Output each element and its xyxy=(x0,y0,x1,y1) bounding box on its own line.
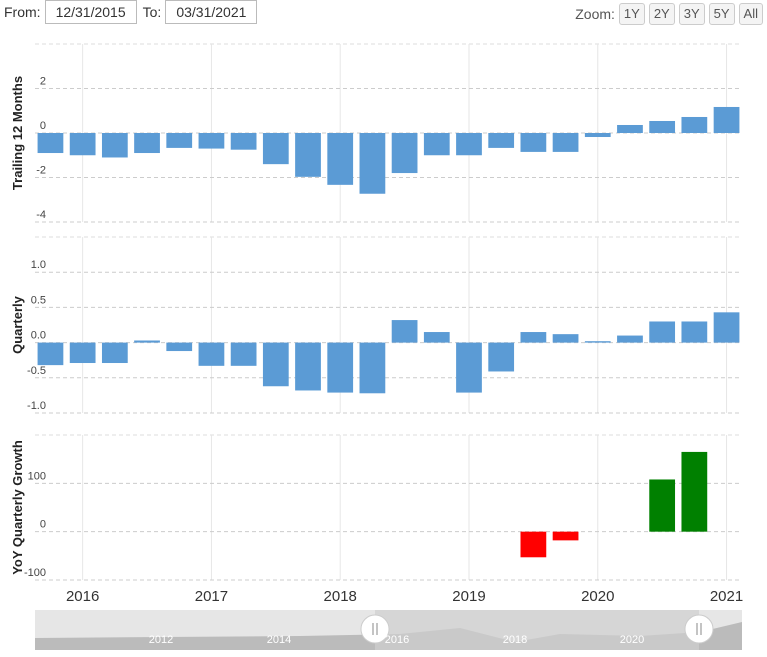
zoom-button[interactable]: 3Y xyxy=(678,3,705,25)
bar xyxy=(359,133,386,194)
y-axis-title: Quarterly xyxy=(10,295,25,354)
bar xyxy=(198,342,225,366)
navigator-label: 2014 xyxy=(267,634,291,646)
bar xyxy=(327,342,354,393)
zoom-controls: Zoom: 1Y 2Y 3Y 5Y All xyxy=(575,3,763,25)
x-tick-label: 2021 xyxy=(710,588,743,605)
bar xyxy=(552,334,579,343)
y-tick-label: 0.5 xyxy=(31,294,46,306)
zoom-button[interactable]: All xyxy=(738,3,763,25)
bar xyxy=(617,124,643,133)
bar xyxy=(295,342,321,391)
bar xyxy=(166,133,193,148)
bar xyxy=(552,133,579,152)
bar xyxy=(327,133,354,185)
bar xyxy=(69,342,96,364)
bar xyxy=(552,531,579,541)
bar xyxy=(230,342,257,366)
navigator-label: 2016 xyxy=(385,634,409,646)
y-tick-label: -4 xyxy=(36,209,46,221)
bar xyxy=(456,133,482,156)
bar xyxy=(391,320,418,343)
zoom-button[interactable]: 1Y xyxy=(618,3,645,25)
navigator-handle[interactable] xyxy=(360,614,390,644)
bar xyxy=(681,451,708,532)
bar xyxy=(649,479,676,532)
bar xyxy=(713,312,740,343)
bar xyxy=(681,116,708,133)
bar xyxy=(713,106,740,133)
bar xyxy=(69,133,96,156)
x-tick-label: 2016 xyxy=(66,588,99,605)
bar xyxy=(520,531,547,558)
y-tick-label: 1.0 xyxy=(31,259,46,271)
zoom-button[interactable]: 5Y xyxy=(708,3,735,25)
navigator-label: 2020 xyxy=(620,634,644,646)
y-tick-label: -100 xyxy=(24,567,46,579)
zoom-label: Zoom: xyxy=(575,6,615,22)
bar xyxy=(101,133,128,158)
bar xyxy=(359,342,386,394)
y-tick-label: -2 xyxy=(36,165,46,177)
bar xyxy=(166,342,193,352)
bar xyxy=(649,120,676,133)
zoom-button[interactable]: 2Y xyxy=(648,3,675,25)
x-tick-label: 2020 xyxy=(581,588,614,605)
navigator-label: 2012 xyxy=(149,634,173,646)
x-tick-label: 2018 xyxy=(324,588,357,605)
bar xyxy=(584,133,611,138)
bar xyxy=(488,133,515,148)
y-axis-title: Trailing 12 Months xyxy=(10,76,25,190)
y-axis-title: YoY Quarterly Growth xyxy=(10,440,25,575)
to-label: To: xyxy=(142,4,162,20)
to-date[interactable]: 03/31/2021 xyxy=(165,0,258,24)
x-tick-label: 2019 xyxy=(452,588,485,605)
handle-grip xyxy=(372,623,702,635)
date-range: From: 12/31/2015 To: 03/31/2021 xyxy=(4,0,258,24)
bar xyxy=(423,133,450,156)
y-tick-label: 0 xyxy=(40,519,46,531)
bar xyxy=(134,133,160,154)
y-tick-label: 100 xyxy=(28,470,46,482)
from-date[interactable]: 12/31/2015 xyxy=(44,0,137,24)
y-tick-label: -0.5 xyxy=(27,365,46,377)
navigator-window[interactable] xyxy=(375,610,699,650)
bar xyxy=(262,342,289,387)
bar xyxy=(423,332,450,343)
from-label: From: xyxy=(4,4,41,20)
bar xyxy=(37,133,64,154)
y-tick-label: 2 xyxy=(40,76,46,88)
bar xyxy=(520,332,547,343)
bar xyxy=(488,342,515,372)
navigator-label: 2018 xyxy=(503,634,527,646)
bar xyxy=(198,133,225,149)
bar xyxy=(520,133,547,152)
bar xyxy=(262,133,289,165)
bar xyxy=(584,341,611,343)
y-tick-label: 0 xyxy=(40,120,46,132)
bar xyxy=(617,335,643,343)
bar xyxy=(101,342,128,364)
bar xyxy=(295,133,321,177)
bar xyxy=(391,133,418,174)
navigator-handle[interactable] xyxy=(684,614,714,644)
x-tick-label: 2017 xyxy=(195,588,228,605)
bar xyxy=(456,342,482,393)
bar xyxy=(37,342,64,366)
bar xyxy=(649,321,676,343)
bar xyxy=(230,133,257,150)
bar xyxy=(134,340,160,343)
y-tick-label: -1.0 xyxy=(27,400,46,412)
y-tick-label: 0.0 xyxy=(31,330,46,342)
bar xyxy=(681,321,708,343)
